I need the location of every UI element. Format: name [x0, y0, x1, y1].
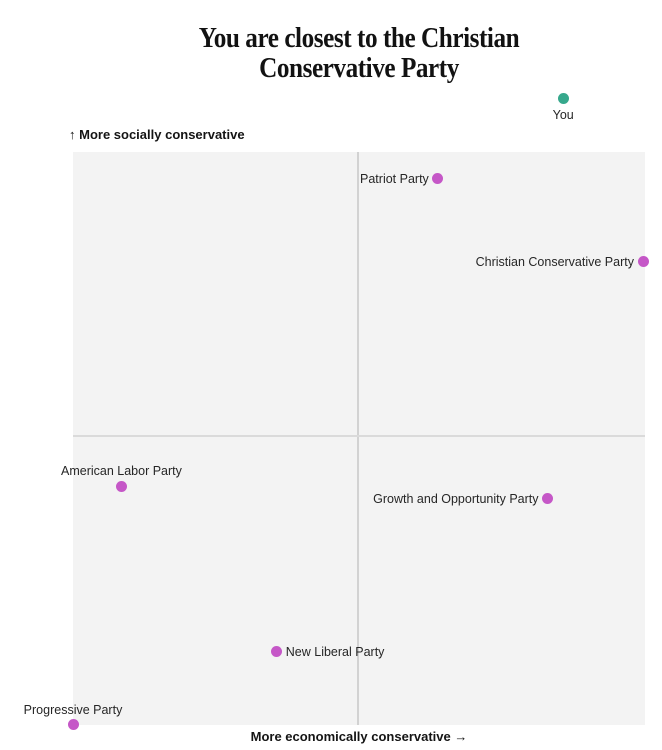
horizontal-center-line — [73, 435, 645, 437]
y-axis-label: ↑ More socially conservative — [69, 127, 245, 142]
result-title: You are closest to the Christian Conserv… — [102, 24, 617, 84]
plot-area — [73, 152, 645, 725]
x-axis-label: More economically conservative → — [250, 729, 468, 744]
you-label: You — [552, 107, 574, 122]
result-title-line1: You are closest to the Christian — [198, 23, 520, 54]
you-dot-icon — [557, 93, 569, 105]
result-title-line2: Conservative Party — [259, 53, 459, 84]
vertical-center-line — [357, 152, 359, 725]
